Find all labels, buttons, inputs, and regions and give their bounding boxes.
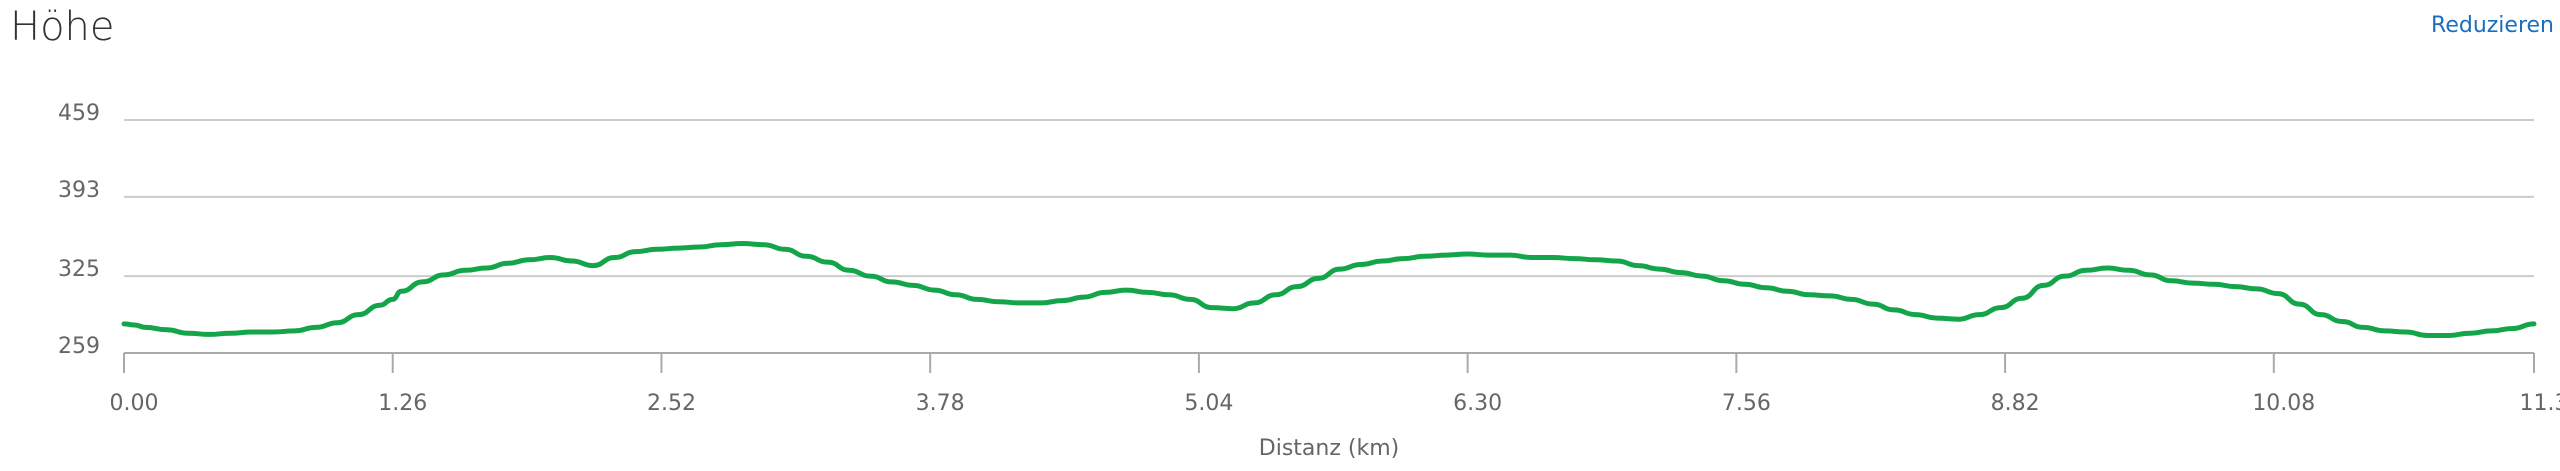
y-tick-label: 393 [58, 178, 100, 203]
x-tick-label: 0.00 [110, 391, 159, 416]
x-tick-label: 11.3 [2520, 391, 2560, 416]
x-tick-label: 2.52 [647, 391, 696, 416]
x-tick-label: 10.08 [2252, 391, 2315, 416]
x-tick-label: 8.82 [1991, 391, 2040, 416]
grid-lines [124, 119, 2534, 278]
y-tick-label: 459 [58, 101, 100, 126]
chart-title: Höhe [10, 4, 115, 50]
x-tick-label: 7.56 [1722, 391, 1771, 416]
y-tick-label: 259 [58, 334, 100, 359]
elevation-line [121, 241, 2537, 338]
y-tick-labels: 259 325 393 459 [58, 101, 100, 359]
x-tick-label: 3.78 [916, 391, 965, 416]
y-tick-label: 325 [58, 257, 100, 282]
x-axis: 0.00 1.26 2.52 3.78 5.04 6.30 7.56 8.82 10.08 11.… [110, 352, 2560, 416]
x-tick-label: 1.26 [378, 391, 427, 416]
x-tick-label: 5.04 [1184, 391, 1233, 416]
x-tick-label: 6.30 [1453, 391, 1502, 416]
series-line-layer [121, 241, 2537, 338]
x-axis-title: Distanz (km) [1259, 436, 1399, 461]
collapse-link[interactable]: Reduzieren [2431, 13, 2554, 38]
